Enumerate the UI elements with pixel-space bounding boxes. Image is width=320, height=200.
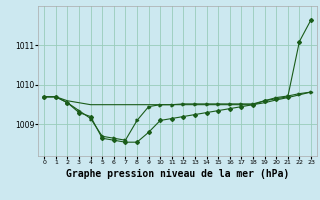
X-axis label: Graphe pression niveau de la mer (hPa): Graphe pression niveau de la mer (hPa) <box>66 169 289 179</box>
